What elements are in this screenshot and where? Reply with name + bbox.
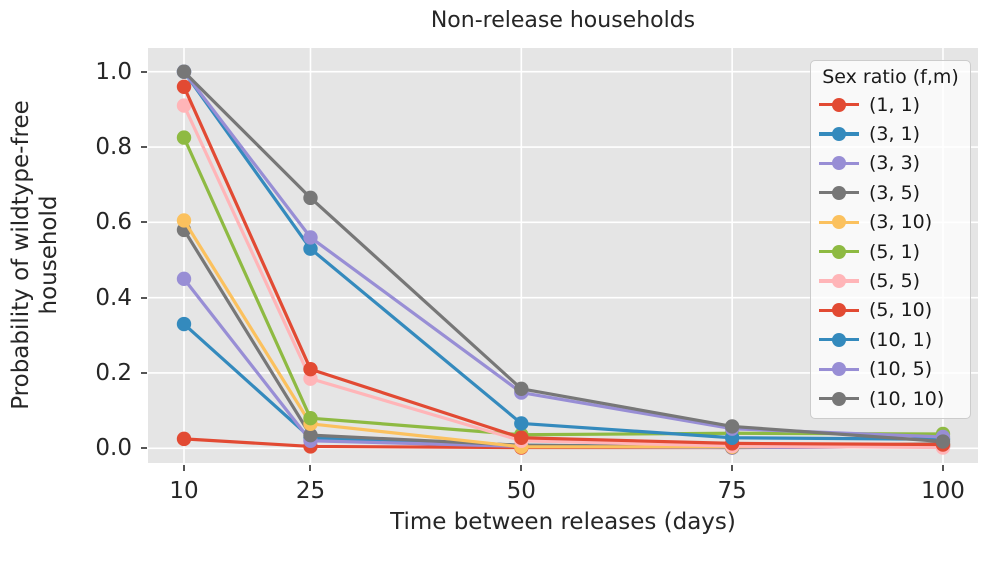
legend-marker-icon xyxy=(819,97,859,112)
legend-item-(3, 5): (3, 5) xyxy=(819,178,962,207)
y-tick-label-0.0: 0.0 xyxy=(95,435,132,462)
data-point-(3, 10)-x10 xyxy=(176,213,192,228)
legend-marker-icon xyxy=(819,127,859,142)
legend-label: (3, 10) xyxy=(869,211,933,234)
x-tick-mark xyxy=(941,464,944,471)
data-point-(5, 1)-x25 xyxy=(303,410,318,426)
x-tick-mark xyxy=(183,464,185,471)
y-tick-mark xyxy=(140,296,147,299)
legend-label: (10, 5) xyxy=(869,358,933,381)
legend-marker-icon xyxy=(819,244,859,259)
chart-canvas xyxy=(148,48,978,463)
x-tick-mark xyxy=(731,464,734,471)
data-point-(5, 10)-x50 xyxy=(514,430,529,445)
legend-items: (1, 1) (3, 1) (3, 3) (3, 5) (3, 10) (5, 1) (5,… xyxy=(819,90,962,413)
y-tick-mark xyxy=(140,447,147,450)
legend-item-(10, 1): (10, 1) xyxy=(819,325,962,354)
data-point-(5, 1)-x10 xyxy=(176,130,192,145)
legend-label: (3, 3) xyxy=(869,152,921,175)
data-point-(3, 3)-x10 xyxy=(176,271,192,287)
y-tick-mark xyxy=(140,371,147,374)
legend-label: (5, 10) xyxy=(869,299,933,322)
legend-label: (5, 5) xyxy=(869,270,921,293)
data-point-(3, 1)-x10 xyxy=(176,316,192,332)
y-tick-mark xyxy=(140,146,147,149)
legend-item-(5, 10): (5, 10) xyxy=(819,296,962,325)
y-tick-label-0.6: 0.6 xyxy=(95,209,132,236)
legend-marker-icon xyxy=(819,303,859,318)
legend-label: (10, 10) xyxy=(869,387,945,410)
legend-label: (10, 1) xyxy=(869,328,933,351)
data-point-(10, 1)-x50 xyxy=(514,416,529,431)
legend-item-(1, 1): (1, 1) xyxy=(819,90,962,119)
data-point-(10, 5)-x25 xyxy=(303,230,318,245)
legend-marker-icon xyxy=(819,185,859,200)
data-point-(10, 10)-x100 xyxy=(935,434,951,449)
legend-label: (1, 1) xyxy=(869,93,921,116)
x-tick-label-25: 25 xyxy=(295,478,326,504)
legend-item-(5, 1): (5, 1) xyxy=(819,237,962,266)
legend-label: (5, 1) xyxy=(869,240,921,263)
legend-item-(10, 5): (10, 5) xyxy=(819,355,962,384)
legend-marker-icon xyxy=(819,215,859,230)
x-tick-mark xyxy=(309,464,312,471)
x-tick-label-10: 10 xyxy=(169,478,199,504)
plot-area: Sex ratio (f,m) (1, 1) (3, 1) (3, 3) (3, 5)… xyxy=(148,48,978,463)
legend-marker-icon xyxy=(819,274,859,289)
data-point-(10, 10)-x25 xyxy=(303,190,318,206)
data-point-(10, 10)-x10 xyxy=(176,64,192,79)
x-tick-mark xyxy=(520,464,523,471)
data-point-(5, 10)-x25 xyxy=(303,362,318,377)
y-axis-label: Probability of wildtype-free household xyxy=(8,100,62,410)
legend-label: (3, 1) xyxy=(869,123,921,146)
x-tick-label-50: 50 xyxy=(506,478,536,504)
legend-title: Sex ratio (f,m) xyxy=(822,66,959,88)
x-axis-label: Time between releases (days) xyxy=(390,509,736,535)
legend: Sex ratio (f,m) (1, 1) (3, 1) (3, 3) (3, 5)… xyxy=(810,60,971,420)
data-point-(10, 1)-x25 xyxy=(303,241,318,256)
legend-marker-icon xyxy=(819,362,859,377)
legend-label: (3, 5) xyxy=(869,181,921,204)
x-tick-label-100: 100 xyxy=(921,478,965,504)
legend-marker-icon xyxy=(819,332,859,347)
data-point-(1, 1)-x10 xyxy=(176,431,192,447)
chart-title: Non-release households xyxy=(430,8,696,33)
legend-item-(5, 5): (5, 5) xyxy=(819,266,962,295)
data-point-(10, 10)-x50 xyxy=(514,381,529,396)
legend-item-(3, 1): (3, 1) xyxy=(819,119,962,148)
y-tick-label-0.2: 0.2 xyxy=(95,359,132,386)
y-tick-mark xyxy=(140,221,147,224)
y-tick-label-0.8: 0.8 xyxy=(95,134,132,161)
data-point-(5, 10)-x10 xyxy=(176,79,192,94)
y-tick-label-0.4: 0.4 xyxy=(95,284,132,311)
legend-marker-icon xyxy=(819,156,859,171)
y-tick-label-1.0: 1.0 xyxy=(95,58,132,85)
legend-item-(3, 10): (3, 10) xyxy=(819,208,962,237)
legend-item-(3, 3): (3, 3) xyxy=(819,149,962,178)
data-point-(10, 10)-x75 xyxy=(724,419,740,434)
data-point-(3, 5)-x25 xyxy=(303,427,318,443)
x-tick-label-75: 75 xyxy=(717,478,747,504)
y-tick-mark xyxy=(140,70,147,73)
legend-item-(10, 10): (10, 10) xyxy=(819,384,962,413)
legend-marker-icon xyxy=(819,391,859,406)
data-point-(5, 5)-x10 xyxy=(176,98,192,113)
